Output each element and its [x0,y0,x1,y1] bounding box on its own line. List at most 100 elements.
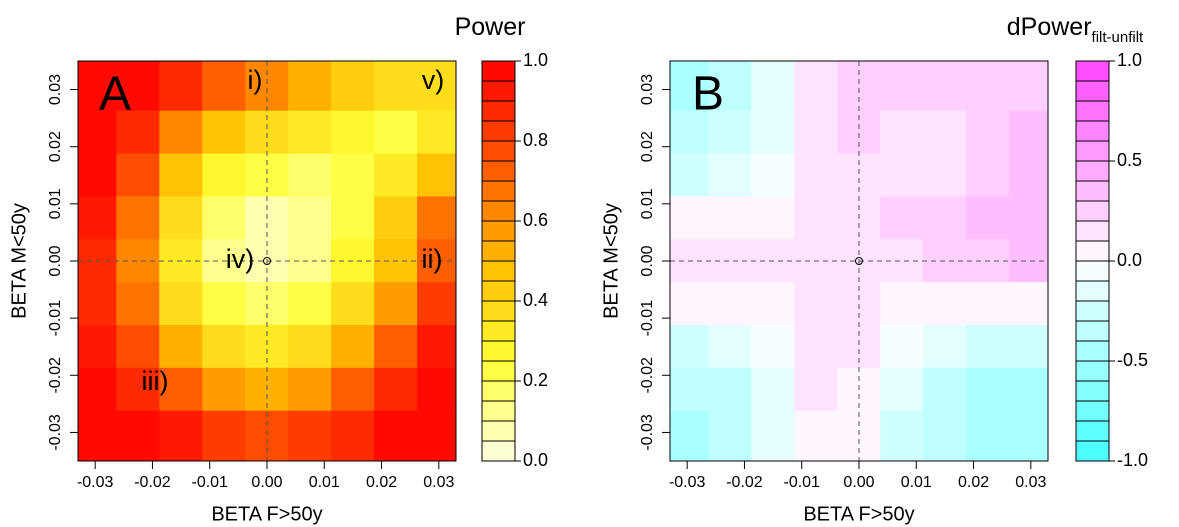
annotation: iv) [226,244,255,274]
colorbar-box [481,140,516,162]
contour-cell [116,61,160,112]
contour-cell [202,324,246,369]
y-tick-label: 0.03 [639,74,656,105]
annotation: iii) [142,366,169,396]
contour-cell [374,410,418,461]
contour-cell [116,153,160,198]
contour-cell [202,410,246,461]
contour-cell [374,367,418,412]
colorbar-box [1075,240,1110,262]
colorbar-box [1075,120,1110,142]
contour-cell [116,367,160,412]
contour-cell [1009,282,1048,326]
contour-cell [708,153,752,198]
contour-cell [880,367,924,412]
contour-cell [288,324,332,369]
colorbar-box [1075,400,1110,422]
contour-cell [78,410,117,461]
colorbar-box [481,220,516,242]
colorbar-box [1075,420,1110,442]
colorbar-tick-label: 0.0 [523,450,548,470]
colorbar-box [481,100,516,122]
contour-cell [331,367,375,412]
contour-cell [1009,324,1048,369]
contour-cell [159,367,203,412]
contour-cell [417,110,456,155]
contour-cell [245,61,289,112]
colorbar-box [1075,200,1110,222]
contour-cell [880,153,924,198]
contour-cell [331,410,375,461]
contour-cell [159,324,203,369]
contour-cell [751,61,795,112]
contour-cell [331,110,375,155]
contour-cell [966,282,1010,326]
colorbar-box [481,420,516,442]
contour-cell [288,153,332,198]
colorbar-tick-label: 0.6 [523,210,548,230]
contour-cell [417,324,456,369]
contour-cell [288,410,332,461]
contour-cell [923,61,967,112]
contour-cell [78,324,117,369]
contour-cell [1009,153,1048,198]
colorbar-box [481,260,516,282]
colorbar-box [481,160,516,182]
contour-cell [78,61,117,112]
colorbar-tick-label: 1.0 [1117,50,1142,70]
x-tick-label: 0.03 [423,474,454,491]
annotation: i) [248,65,263,95]
colorbar-tick-label: -0.5 [1117,350,1148,370]
contour-cell [159,282,203,326]
contour-cell [751,324,795,369]
y-tick-label: 0.01 [639,188,656,219]
contour-cell [670,410,709,461]
contour-cell [923,153,967,198]
x-axis-label: BETA F>50y [211,503,322,525]
contour-cell [708,110,752,155]
contour-cell [751,196,795,240]
contour-cell [331,153,375,198]
contour-cell [966,110,1010,155]
contour-cell [288,61,332,112]
contour-cell [1009,367,1048,412]
contour-cell [966,153,1010,198]
colorbar-box [1075,300,1110,322]
colorbar-box [1075,140,1110,162]
colorbar-box [1075,280,1110,302]
colorbar-box [481,400,516,422]
contour-cell [966,196,1010,240]
colorbar-box [481,280,516,302]
y-axis-label: BETA M<50y [600,203,622,319]
y-tick-label: 0.01 [47,188,64,219]
colorbar-box [1075,360,1110,382]
contour-cell [245,410,289,461]
origin-marker [855,257,863,265]
contour-cell [78,282,117,326]
contour-cell [794,367,838,412]
contour-cell [880,61,924,112]
contour-cell [202,110,246,155]
contour-cell [966,367,1010,412]
contour-cell [116,410,160,461]
annotation: ii) [422,244,443,274]
y-tick-label: -0.01 [639,300,656,337]
contour-cell [708,324,752,369]
contour-cell [837,61,881,112]
contour-cell [708,367,752,412]
x-tick-label: -0.01 [191,474,228,491]
y-tick-label: 0.02 [639,131,656,162]
x-tick-label: 0.00 [843,474,874,491]
contour-cell [116,282,160,326]
y-tick-label: -0.03 [639,414,656,451]
contour-cell [966,410,1010,461]
contour-cell [751,410,795,461]
contour-cell [923,282,967,326]
x-tick-label: 0.00 [251,474,282,491]
contour-cell [794,324,838,369]
colorbar-tick-label: 0.5 [1117,150,1142,170]
colorbar-tick-label: 0.2 [523,370,548,390]
colorbar-tick-label: 0.0 [1117,250,1142,270]
y-tick-label: -0.03 [47,414,64,451]
